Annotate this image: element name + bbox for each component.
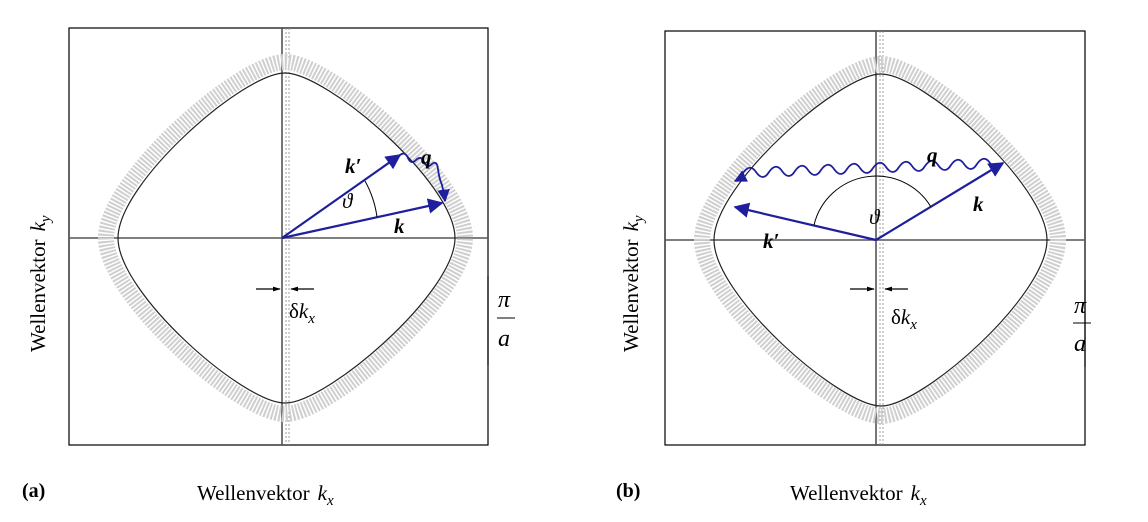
panel-a-q-phonon bbox=[399, 152, 450, 203]
panel-b-x-axis-title: Wellenvektor kx bbox=[790, 481, 927, 509]
panel-a-k-label: k bbox=[394, 214, 405, 238]
panel-b-k-prime-label: k′ bbox=[763, 229, 779, 253]
panel-a-frame bbox=[68, 27, 489, 446]
panel-a-x-axis-title: Wellenvektor kx bbox=[197, 481, 334, 509]
panel-b-frame bbox=[664, 30, 1086, 446]
panel-b-thermal-shell bbox=[693, 55, 1067, 425]
panel-a-q-label: q bbox=[421, 145, 432, 169]
panel-a-thermal-shell bbox=[97, 53, 474, 423]
panel-a-k-prime-vector bbox=[281, 154, 402, 239]
panel-a-k-prime-label: k′ bbox=[345, 154, 361, 178]
panel-b-k-vector bbox=[875, 162, 1005, 241]
panel-b-pi-label: π bbox=[1074, 293, 1087, 319]
panel-a: k′ k q ϑ δkx π a Wellenvektor kx Wellenve… bbox=[22, 27, 515, 509]
panel-a-angle-arc bbox=[364, 180, 378, 218]
panel-b-delta-kx-label: δkx bbox=[891, 305, 917, 333]
panel-a-delta-kx-label: δkx bbox=[289, 299, 315, 327]
panel-b-a-label: a bbox=[1074, 331, 1086, 357]
panel-a-a-label: a bbox=[498, 326, 510, 352]
panel-a-angle-label: ϑ bbox=[342, 189, 354, 213]
panel-b-q-label: q bbox=[927, 143, 938, 167]
panel-a-pi-label: π bbox=[498, 287, 511, 313]
panel-b-q-phonon bbox=[733, 157, 1004, 182]
panel-b: k′ k q ϑ δkx π a Wellenvektor kx Wellenve… bbox=[616, 30, 1091, 509]
panel-b-y-axis-title: Wellenvektorky bbox=[619, 215, 647, 352]
panel-a-tag: (a) bbox=[22, 480, 45, 502]
panel-b-angle-arc bbox=[813, 175, 932, 226]
panel-a-fermi-surface bbox=[117, 72, 456, 404]
panel-b-angle-label: ϑ bbox=[869, 205, 881, 229]
panel-b-k-prime-vector bbox=[733, 202, 877, 242]
panel-a-k-vector bbox=[281, 198, 444, 240]
panel-b-tag: (b) bbox=[616, 480, 640, 502]
panel-b-k-label: k bbox=[973, 192, 984, 216]
panel-a-y-axis-title: Wellenvektorky bbox=[26, 215, 54, 352]
